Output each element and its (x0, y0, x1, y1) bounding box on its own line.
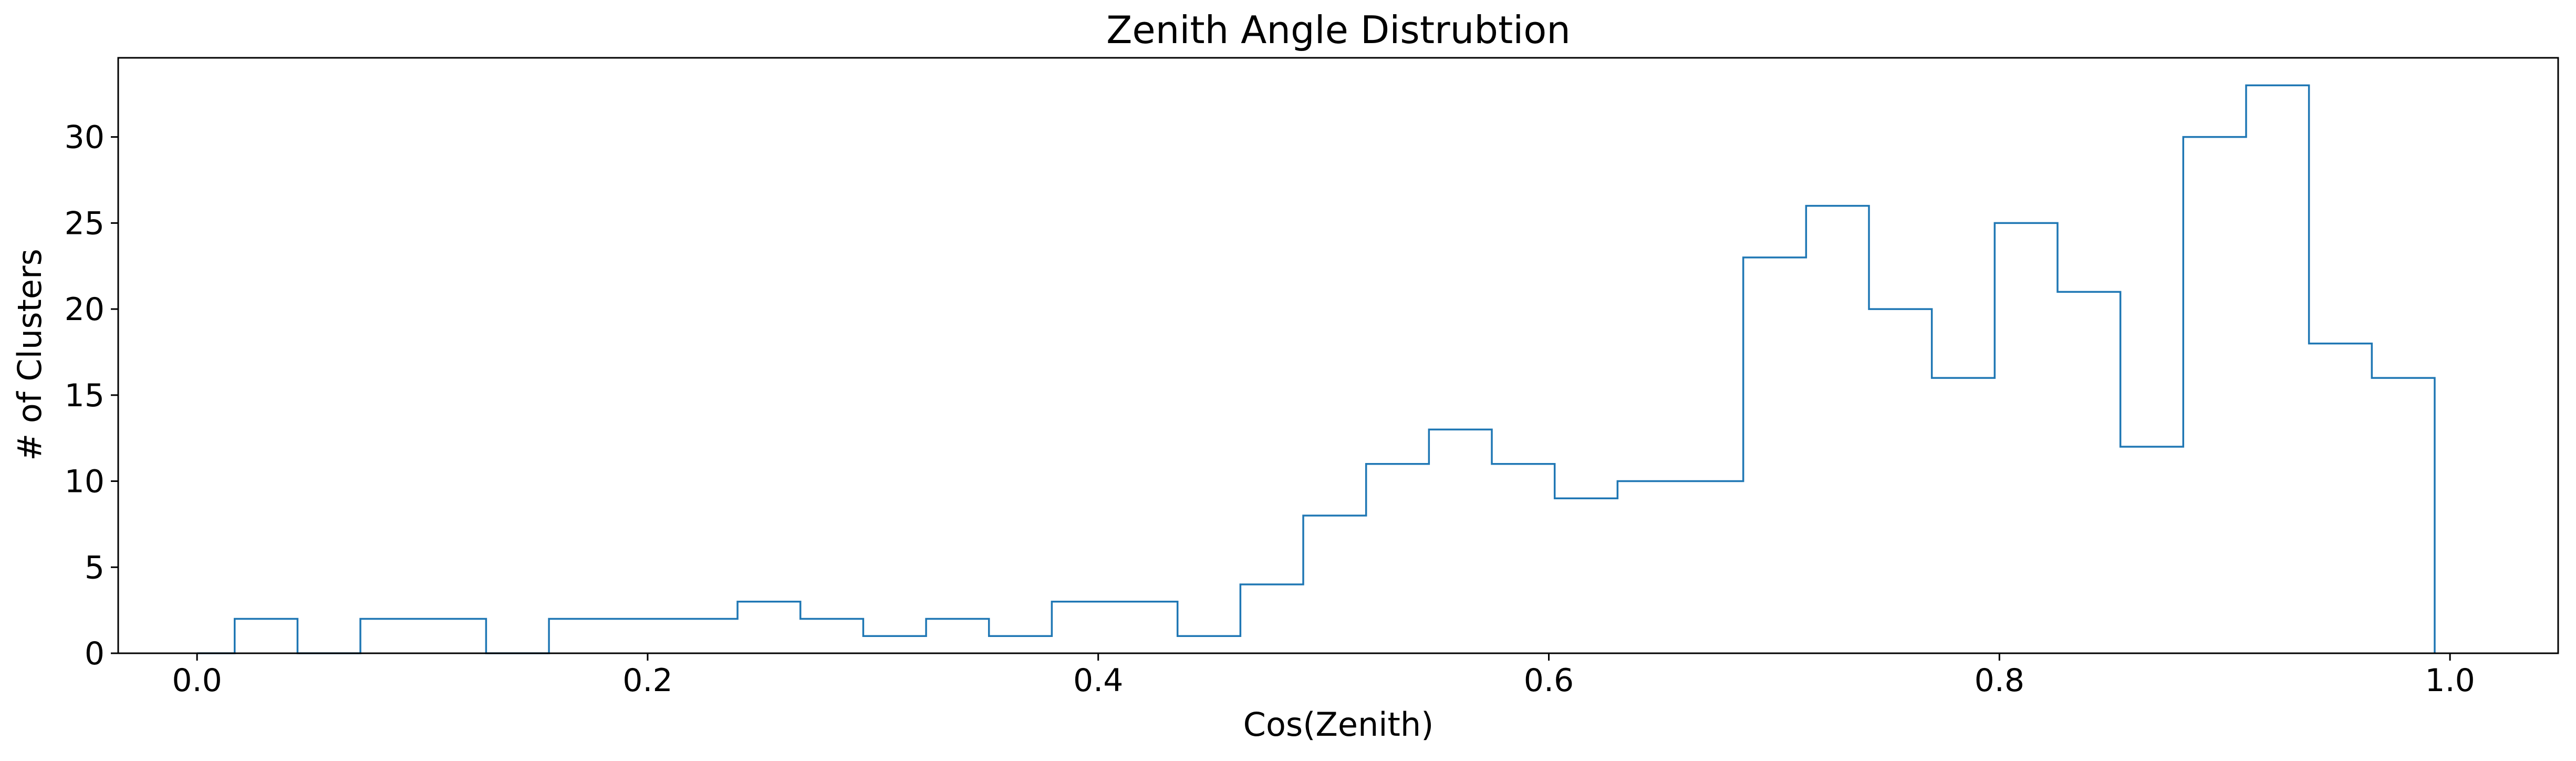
y-tick-label: 15 (65, 377, 105, 414)
axes-frame (117, 57, 2559, 654)
x-tick-label: 1.0 (2425, 662, 2475, 699)
x-tick-label: 0.2 (622, 662, 672, 699)
y-tick-label: 30 (65, 119, 105, 156)
x-tick-label: 0.0 (172, 662, 222, 699)
histogram-step-line (197, 84, 2436, 654)
y-tick-label: 5 (85, 549, 105, 586)
chart-title: Zenith Angle Distrubtion (1106, 8, 1571, 52)
y-tick-label: 25 (65, 205, 105, 242)
x-tick-label: 0.6 (1524, 662, 1574, 699)
y-tick-label: 20 (65, 291, 105, 328)
x-tick-label: 0.4 (1073, 662, 1123, 699)
x-axis-ticks: 0.0 0.2 0.4 0.6 0.8 1.0 (172, 653, 2475, 699)
plot-area (117, 57, 2559, 654)
y-axis-label: # of Clusters (11, 249, 49, 460)
y-axis-ticks: 0 5 10 15 20 25 30 (65, 119, 118, 672)
x-axis-label: Cos(Zenith) (1243, 705, 1434, 744)
y-tick-label: 10 (65, 464, 105, 500)
y-tick-label: 0 (85, 635, 105, 672)
x-tick-label: 0.8 (1975, 662, 2024, 699)
